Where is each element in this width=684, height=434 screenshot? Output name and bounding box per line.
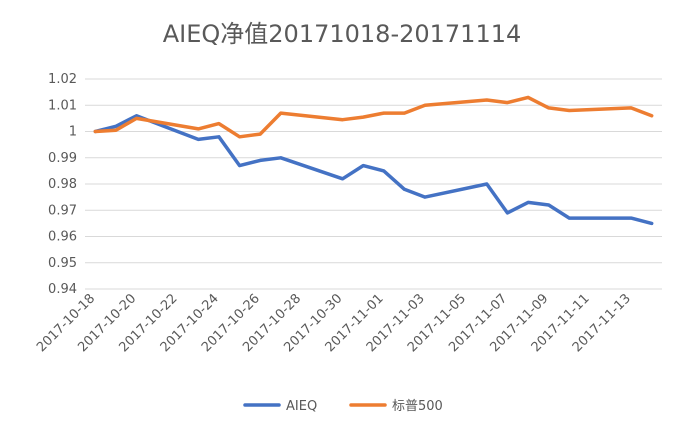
series-line-1: [93, 95, 654, 139]
y-tick-label: 0.99: [48, 151, 77, 166]
y-tick-label: 1.02: [48, 72, 77, 87]
y-tick-label: 1.01: [48, 98, 77, 113]
y-tick-label: 1: [69, 125, 77, 140]
y-tick-label: 0.96: [48, 230, 77, 245]
y-tick-label: 0.95: [48, 256, 77, 271]
chart-title: AIEQ净值20171018-20171114: [162, 20, 522, 48]
series-line-0: [93, 114, 654, 226]
y-tick-label: 0.98: [48, 177, 77, 192]
y-tick-label: 0.94: [48, 282, 77, 297]
y-tick-label: 0.97: [48, 203, 77, 218]
legend-label-1: 标普500: [392, 399, 443, 414]
legend-label-0: AIEQ: [286, 399, 317, 414]
